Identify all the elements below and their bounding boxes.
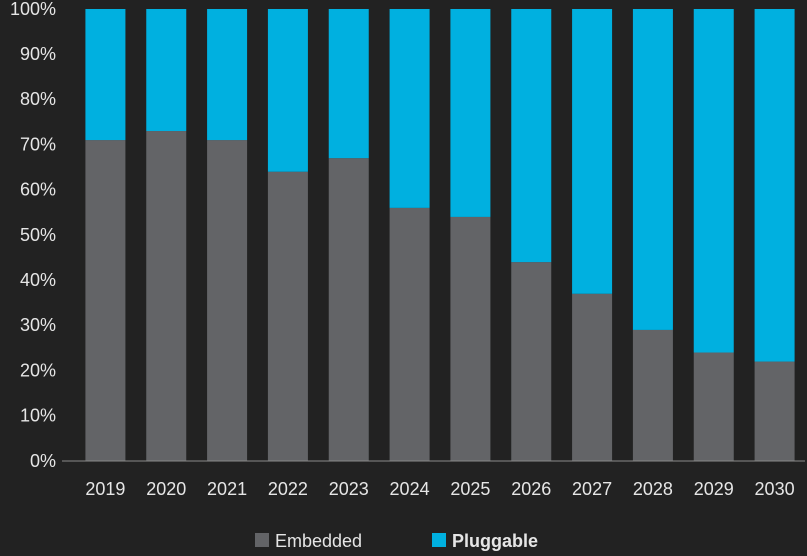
x-tick-label: 2020 (146, 479, 186, 499)
bar-segment (693, 9, 734, 353)
bar-segment (754, 9, 795, 362)
x-tick-label: 2023 (329, 479, 369, 499)
y-tick-label: 0% (30, 451, 56, 471)
bar-segment (632, 329, 673, 461)
x-tick-label: 2024 (390, 479, 430, 499)
bar-segment (207, 140, 248, 461)
bar-segment (572, 293, 613, 461)
y-tick-label: 60% (20, 180, 56, 200)
y-tick-label: 80% (20, 89, 56, 109)
y-tick-label: 50% (20, 225, 56, 245)
bar-segment (207, 9, 248, 141)
y-tick-label: 10% (20, 406, 56, 426)
bar-segment (146, 9, 187, 132)
x-tick-label: 2019 (85, 479, 125, 499)
x-tick-label: 2030 (755, 479, 795, 499)
x-tick-label: 2027 (572, 479, 612, 499)
x-tick-label: 2021 (207, 479, 247, 499)
bar-segment (693, 352, 734, 461)
y-tick-label: 20% (20, 360, 56, 380)
bar-segment (85, 9, 126, 141)
y-tick-label: 70% (20, 134, 56, 154)
bar-segment (267, 171, 308, 461)
bar-segment (389, 207, 430, 461)
x-tick-label: 2022 (268, 479, 308, 499)
bar-segment (389, 9, 430, 208)
y-tick-label: 100% (10, 0, 56, 19)
legend-label: Pluggable (452, 531, 538, 551)
bar-segment (754, 361, 795, 461)
y-tick-label: 30% (20, 315, 56, 335)
bar-segment (511, 262, 552, 461)
bar-segment (632, 9, 673, 330)
y-tick-label: 90% (20, 44, 56, 64)
y-tick-label: 40% (20, 270, 56, 290)
x-tick-label: 2029 (694, 479, 734, 499)
legend-swatch (432, 533, 446, 547)
bar-segment (85, 140, 126, 461)
x-tick-label: 2028 (633, 479, 673, 499)
x-tick-label: 2025 (450, 479, 490, 499)
bar-segment (267, 9, 308, 172)
bar-segment (511, 9, 552, 263)
legend-label: Embedded (275, 531, 362, 551)
bar-segment (450, 216, 491, 461)
bar-segment (572, 9, 613, 294)
bar-segment (328, 158, 369, 461)
bar-segment (450, 9, 491, 217)
legend-swatch (255, 533, 269, 547)
bar-segment (328, 9, 369, 159)
x-tick-label: 2026 (511, 479, 551, 499)
bar-segment (146, 131, 187, 462)
